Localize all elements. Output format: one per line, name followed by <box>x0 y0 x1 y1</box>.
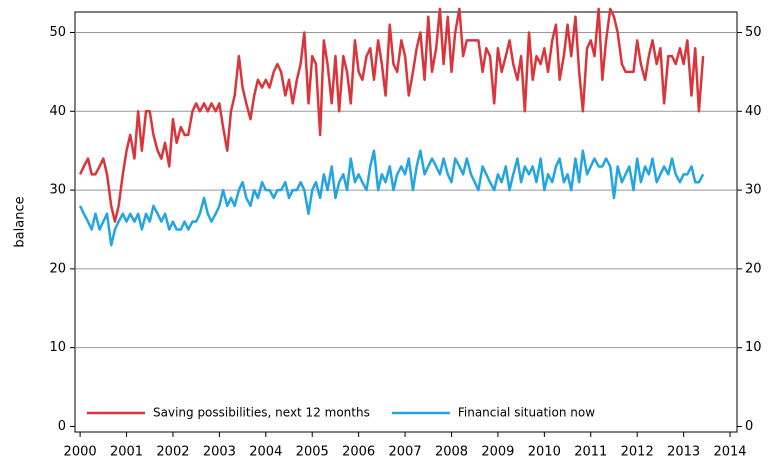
x-tick-label: 2014 <box>713 445 746 460</box>
x-tick-label: 2008 <box>435 445 468 460</box>
y-axis-label: balance <box>13 196 28 247</box>
x-tick-label: 2013 <box>667 445 700 460</box>
y-tick-label: 0 <box>58 419 66 434</box>
x-tick-label: 2010 <box>528 445 561 460</box>
y-tick-label: 40 <box>49 104 66 119</box>
y-tick-label: 30 <box>49 183 66 198</box>
y2-tick-label: 30 <box>745 183 762 198</box>
series-line <box>78 7 705 223</box>
x-tick-label: 2001 <box>110 445 143 460</box>
y2-tick-label: 0 <box>745 419 753 434</box>
legend: Saving possibilities, next 12 months Fina… <box>87 406 595 420</box>
y-tick-label: 10 <box>49 340 66 355</box>
x-tick-label: 2004 <box>249 445 282 460</box>
y2-tick-label: 20 <box>745 261 762 276</box>
x-tick-label: 2011 <box>574 445 607 460</box>
legend-label: Saving possibilities, next 12 months <box>153 406 370 420</box>
x-tick-label: 2002 <box>156 445 189 460</box>
y2-tick-label: 10 <box>745 340 762 355</box>
y2-tick-label: 40 <box>745 104 762 119</box>
legend-label: Financial situation now <box>458 406 595 420</box>
x-tick-label: 2012 <box>621 445 654 460</box>
y-tick-label: 50 <box>49 25 66 40</box>
x-tick-label: 2000 <box>64 445 97 460</box>
y2-tick-label: 50 <box>745 25 762 40</box>
x-tick-label: 2009 <box>481 445 514 460</box>
series-line <box>78 149 705 247</box>
x-tick-label: 2003 <box>203 445 236 460</box>
y-tick-label: 20 <box>49 261 66 276</box>
x-tick-label: 2007 <box>389 445 422 460</box>
x-tick-label: 2006 <box>342 445 375 460</box>
x-tick-label: 2005 <box>296 445 329 460</box>
